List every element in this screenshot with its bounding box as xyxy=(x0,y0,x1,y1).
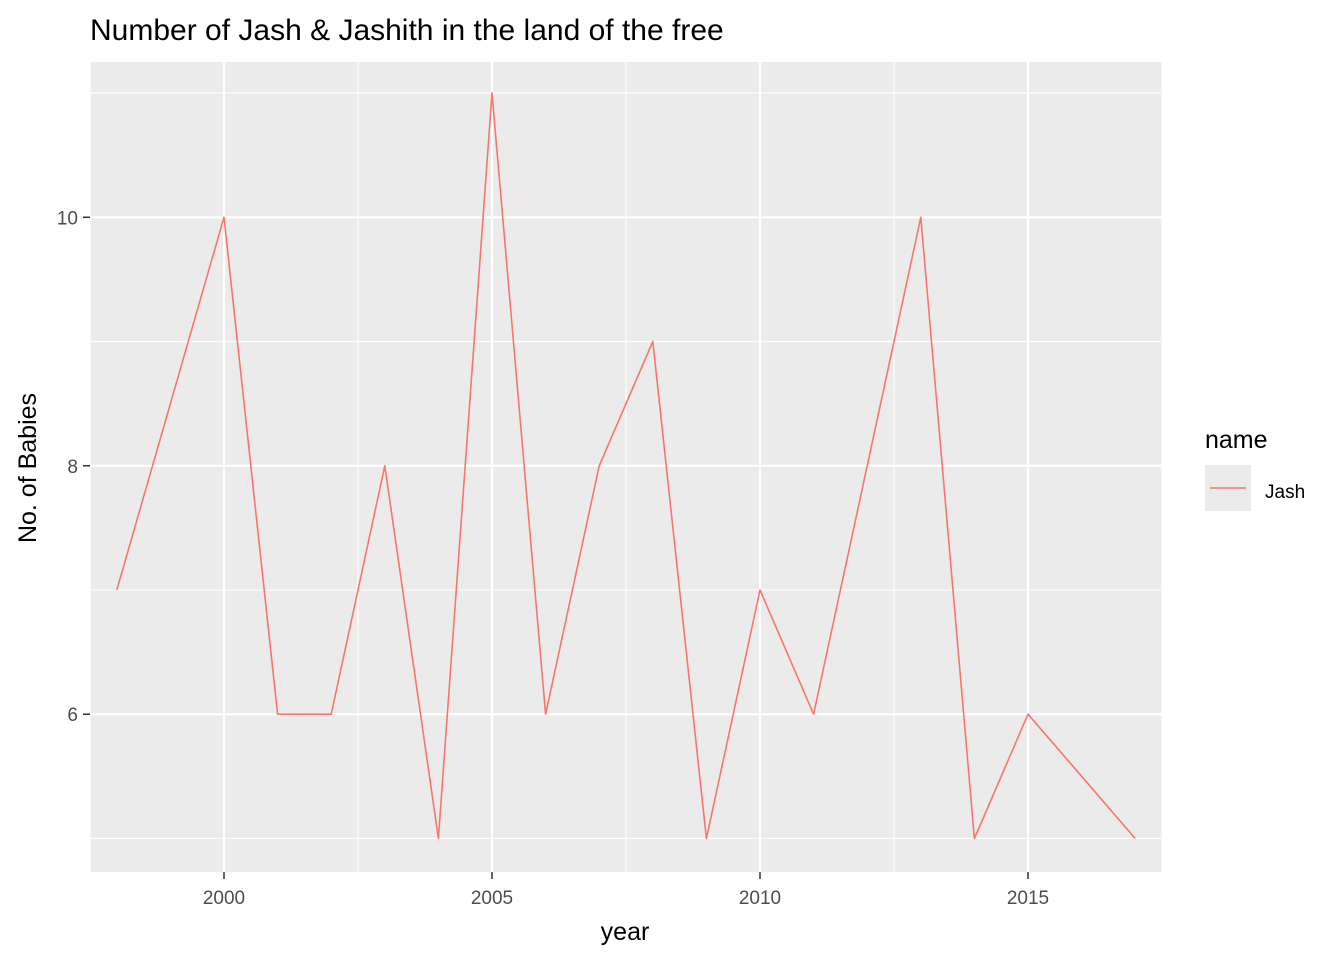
y-tick-label: 6 xyxy=(67,705,78,726)
y-tick-label: 10 xyxy=(57,208,78,229)
major-gridlines xyxy=(90,62,1162,872)
x-axis: 2000 2005 2010 2015 xyxy=(203,872,1049,909)
legend-title: name xyxy=(1205,426,1268,454)
series-layer xyxy=(116,92,1136,840)
series-line-jash xyxy=(116,92,1136,840)
legend-label-jash: Jash xyxy=(1265,482,1305,503)
x-tick-label: 2015 xyxy=(1007,888,1049,909)
y-axis-title: No. of Babies xyxy=(14,393,42,543)
x-tick-label: 2005 xyxy=(471,888,513,909)
chart-title: Number of Jash & Jashith in the land of … xyxy=(90,14,724,47)
legend: name Jash xyxy=(1205,426,1305,511)
y-tick-label: 8 xyxy=(67,457,78,478)
x-tick-label: 2010 xyxy=(739,888,781,909)
minor-gridlines xyxy=(89,62,1163,872)
x-tick-label: 2000 xyxy=(203,888,245,909)
x-axis-title: year xyxy=(601,918,650,946)
y-axis: 6 8 10 xyxy=(57,208,90,726)
